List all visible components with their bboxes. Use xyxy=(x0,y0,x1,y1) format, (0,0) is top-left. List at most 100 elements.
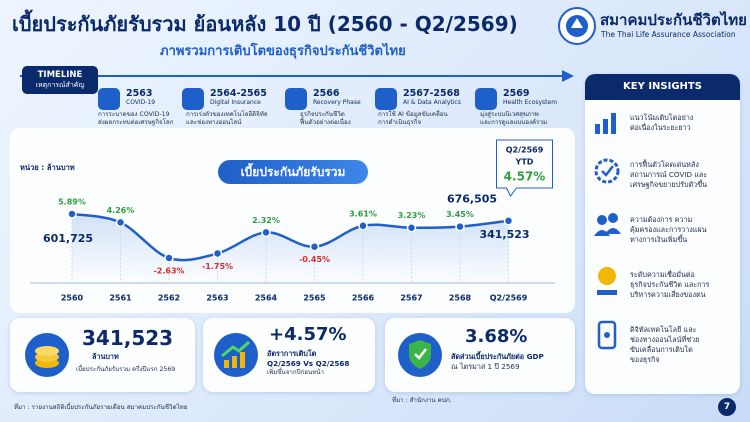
value-label: 676,505 xyxy=(447,193,497,206)
summary-value: 341,523 xyxy=(82,326,174,350)
timeline-desc: มุ่งสู่ระบบนิเวศสุขภาพ xyxy=(480,111,539,118)
footer-source: ที่มา : รายงานสถิติเบี้ยประกันภัยรายเดือ… xyxy=(14,404,188,411)
x-tick-label: 2562 xyxy=(158,294,180,303)
x-tick-label: 2565 xyxy=(303,294,326,303)
value-label: 601,725 xyxy=(43,232,93,245)
point xyxy=(261,227,271,238)
growth-label: 5.89% xyxy=(58,198,86,207)
growth-label: 3.23% xyxy=(398,211,426,220)
timeline-desc: ฟื้นตัวอย่างต่อเนื่อง xyxy=(300,119,351,126)
growth-label: 4.26% xyxy=(107,206,135,215)
x-tick-label: 2566 xyxy=(352,294,375,303)
x-tick-label: 2563 xyxy=(206,294,228,303)
timeline-item: 2566 Recovery Phase xyxy=(313,88,361,106)
chart-title: เบี้ยประกันภัยรับรวม xyxy=(241,162,346,179)
timeline-arrow xyxy=(20,70,574,82)
point xyxy=(67,209,77,219)
x-tick-label: Q2/2569 xyxy=(490,294,528,303)
timeline-year: 2566 xyxy=(313,88,340,99)
timeline-desc: ส่งผลกระทบต่อเศรษฐกิจโลก xyxy=(98,119,174,126)
insight-text: ทางการเงินเพิ่มขึ้น xyxy=(630,235,688,244)
timeline-year: 2569 xyxy=(503,88,530,99)
growth-label: 3.45% xyxy=(446,210,474,219)
insight-text: ระดับความเชื่อมั่นต่อ xyxy=(630,270,695,279)
timeline-desc: การระบาดของ COVID-19 xyxy=(98,111,170,118)
line xyxy=(71,212,509,262)
timeline-icon xyxy=(285,88,307,110)
insight-text: ดิจิทัลเทคโนโลยี และ xyxy=(630,325,697,334)
timeline-desc: การใช้ AI ข้อมูลขับเคลื่อน xyxy=(378,111,448,118)
point xyxy=(455,221,465,232)
summary-text: Q2/2569 Vs Q2/2568 xyxy=(267,359,350,368)
timeline-year: 2563 xyxy=(126,88,153,99)
chart-title-pill xyxy=(218,160,368,184)
chart: หน่วย : ล้านบาท เบี้ยประกันภัยรับรวม 256… xyxy=(10,128,575,313)
point xyxy=(503,216,514,226)
timeline-item: 2567-2568 AI & Data Analytics xyxy=(403,88,461,106)
timeline-item: 2569 Health Ecosystem xyxy=(503,88,557,106)
summary-text: อัตราการเติบโต xyxy=(267,349,317,358)
insight-text: ต่อเนื่องในระยะยาว xyxy=(630,123,691,132)
callout-value: 4.57% xyxy=(504,170,546,184)
insight-text: ธุรกิจประกันชีวิต และการ xyxy=(630,280,710,289)
org-name-en: The Thai Life Assurance Association xyxy=(601,30,736,39)
point xyxy=(309,241,320,252)
logo xyxy=(558,7,596,45)
point xyxy=(406,222,417,233)
page-title: เบี้ยประกันภัยรับรวม ย้อนหลัง 10 ปี (256… xyxy=(12,12,518,36)
value-label: 341,523 xyxy=(479,228,529,241)
growth-label: 2.32% xyxy=(252,216,280,225)
growth-icon xyxy=(214,333,258,377)
growth-label: -0.45% xyxy=(299,255,330,264)
insight-text: แนวโน้มเติบโตอย่าง xyxy=(630,113,694,122)
summary-unit: ล้านบาท xyxy=(92,352,119,361)
timeline-item: 2564-2565 Digital Insurance xyxy=(210,88,267,106)
summary-text: สัดส่วนเบี้ยประกันภัยต่อ GDP xyxy=(451,352,544,361)
timeline-desc: การดำเนินธุรกิจ xyxy=(378,119,422,126)
point xyxy=(358,221,368,231)
timeline-title: TIMELINE xyxy=(37,70,83,80)
summary-value: +4.57% xyxy=(269,324,347,345)
summary-card: 341,523 ล้านบาท เบี้ยประกันภัยรับรวม ครึ… xyxy=(10,318,195,392)
page-subtitle: ภาพรวมการเติบโตของธุรกิจประกันชีวิตไทย xyxy=(160,44,406,59)
x-tick-label: 2561 xyxy=(109,294,132,303)
insight-text: บริหารความเสี่ยงของตน xyxy=(630,290,706,299)
timeline-item-title: Recovery Phase xyxy=(313,99,361,106)
timeline-item-title: Health Ecosystem xyxy=(503,99,558,106)
timeline-desc: และการดูแลแบบองค์รวม xyxy=(480,119,548,126)
timeline-item-title: COVID-19 xyxy=(126,99,156,106)
summary-text: เบี้ยประกันภัยรับรวม ครึ่งปีแรก 2569 xyxy=(76,366,176,373)
insight-text: การฟื้นตัวโดดเด่นหลัง xyxy=(630,160,699,169)
summary-text: ณ ไตรมาส 1 ปี 2569 xyxy=(451,362,520,371)
growth-label: -1.75% xyxy=(202,262,233,271)
timeline-icon xyxy=(475,88,497,110)
x-tick-label: 2567 xyxy=(400,294,422,303)
insight-text: ช่องทางออนไลน์ที่ช่วย xyxy=(630,335,700,344)
insight-text: คุ้มครองและการวางแผน xyxy=(630,225,707,234)
timeline-icon xyxy=(98,88,120,110)
summary-value: 3.68% xyxy=(465,326,528,347)
timeline-icon xyxy=(375,88,397,110)
timeline-year: 2567-2568 xyxy=(403,88,460,99)
growth-label: -2.63% xyxy=(153,267,184,276)
callout-note: YTD xyxy=(515,158,534,167)
summary-text: เพิ่มขึ้นจากปีก่อนหน้า xyxy=(267,369,324,376)
insights-panel: KEY INSIGHTS xyxy=(585,74,740,394)
insights-title: KEY INSIGHTS xyxy=(585,74,740,100)
timeline-year: 2564-2565 xyxy=(210,88,267,99)
timeline-item: 2563 COVID-19 xyxy=(126,88,155,106)
org-name: สมาคมประกันชีวิตไทย xyxy=(600,11,747,29)
area xyxy=(72,214,509,283)
page-number: 7 xyxy=(718,398,736,416)
point xyxy=(164,253,174,263)
x-tick-label: 2568 xyxy=(449,294,472,303)
insight-icons xyxy=(594,113,621,350)
timeline-desc: การเร่งตัวของเทคโนโลยีดิจิทัล xyxy=(186,111,268,118)
unit-label: หน่วย : ล้านบาท xyxy=(20,163,75,172)
insight-text: ขับเคลื่อนการเติบโต xyxy=(630,345,693,354)
timeline-item-title: AI & Data Analytics xyxy=(403,99,461,106)
timeline-desc: ธุรกิจประกันชีวิต xyxy=(300,111,345,118)
growth-label: 3.61% xyxy=(349,209,377,218)
insight-text: ความต้องการ ความ xyxy=(630,215,693,224)
